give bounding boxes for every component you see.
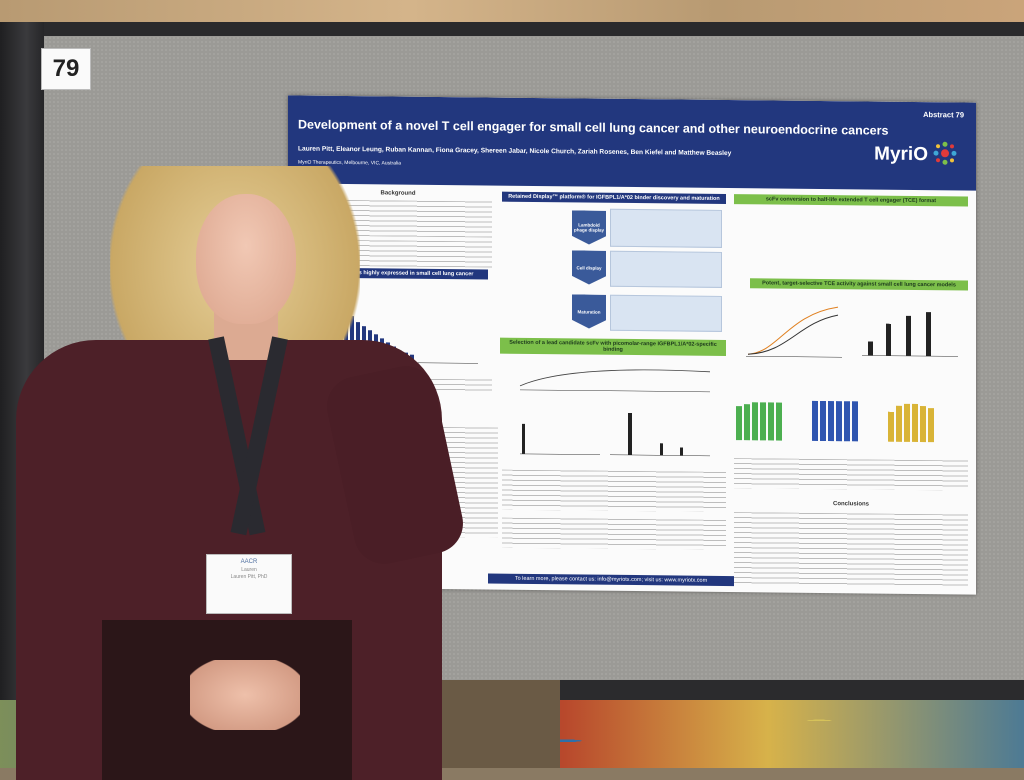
retained-display-heading: Retained Display™ platform® for IGFBPL1/…	[502, 191, 726, 204]
cell-display-box	[610, 250, 722, 288]
contact-footer: To learn more, please contact us: info@m…	[488, 573, 734, 587]
background-person-legs	[420, 680, 560, 768]
poster-authors: Lauren Pitt, Eleanor Leung, Ruban Kannan…	[298, 145, 732, 158]
potent-activity-heading: Potent, target-selective TCE activity ag…	[750, 278, 968, 291]
dose-response-chart	[746, 306, 842, 358]
poster-title: Development of a novel T cell engager fo…	[298, 117, 889, 138]
activity-caption	[734, 458, 968, 491]
references-text	[502, 517, 726, 550]
specificity-bar-chart	[520, 412, 710, 457]
logo-mark-icon	[933, 141, 957, 165]
killing-bar-chart	[862, 312, 958, 357]
badge-logo: AACR	[240, 559, 258, 565]
maturation-box	[610, 294, 722, 332]
clasped-hands	[190, 660, 300, 730]
phage-display-box	[610, 208, 722, 248]
board-number-tag: 79	[41, 48, 91, 90]
badge-name: Lauren	[241, 567, 257, 573]
face	[196, 194, 296, 324]
badge-subtitle: Lauren Pitt, PhD	[230, 574, 268, 580]
abstract-label: Abstract 79	[923, 110, 964, 120]
scfv-conversion-heading: scFv conversion to half-life extended T …	[734, 194, 968, 207]
conclusions-heading: Conclusions	[832, 501, 869, 508]
lead-candidate-heading: Selection of a lead candidate scFv with …	[500, 337, 726, 356]
step-cell-display: Cell display	[572, 250, 606, 284]
poster-header: Abstract 79 Development of a novel T cel…	[288, 95, 976, 191]
binding-curve-chart	[519, 369, 711, 393]
name-badge: AACR Lauren Lauren Pitt, PhD	[206, 554, 292, 614]
presenter: AACR Lauren Lauren Pitt, PhD	[10, 160, 469, 780]
company-logo: MyriO	[874, 143, 928, 166]
ratio-bar-charts	[736, 400, 934, 443]
step-phage-display: Lambdoid phage display	[572, 210, 606, 244]
conclusions-text	[734, 512, 968, 587]
step-maturation: Maturation	[572, 294, 606, 328]
lead-figure-caption	[502, 469, 726, 512]
